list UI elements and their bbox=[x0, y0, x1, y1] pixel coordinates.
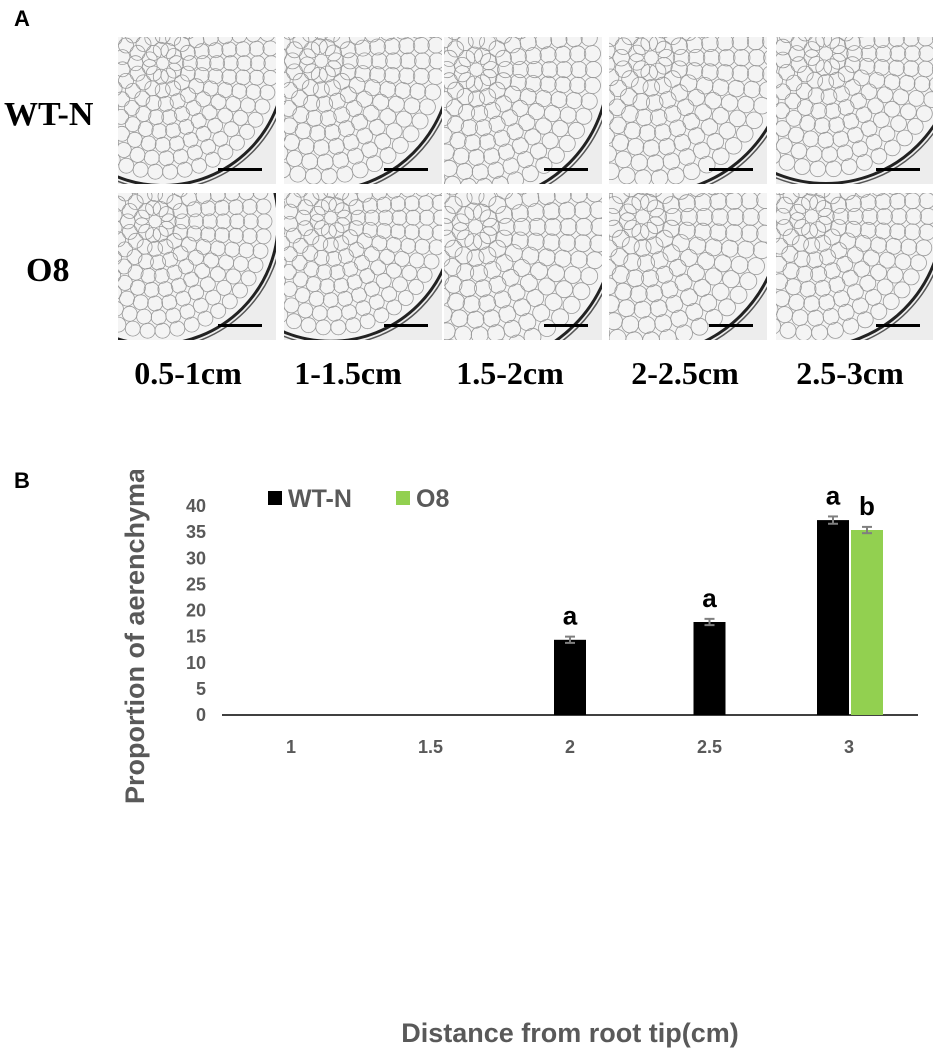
micrograph-r0-c2 bbox=[444, 37, 602, 184]
micrograph-r1-c2 bbox=[444, 193, 602, 340]
legend-label: WT-N bbox=[288, 485, 352, 513]
micrograph-r1-c3 bbox=[609, 193, 767, 340]
y-tick-label: 15 bbox=[186, 627, 206, 647]
significance-label: a bbox=[563, 601, 578, 631]
significance-label: a bbox=[702, 583, 717, 613]
y-axis-title: Proportion of aerenchyma(%) bbox=[120, 470, 150, 804]
y-tick-label: 30 bbox=[186, 548, 206, 568]
y-tick-label: 35 bbox=[186, 522, 206, 542]
column-label-0: 0.5-1cm bbox=[134, 355, 242, 391]
bar-wt-n-3 bbox=[817, 520, 849, 715]
legend-label: O8 bbox=[416, 485, 449, 513]
legend-swatch-o8 bbox=[396, 491, 410, 505]
panel-b-letter: B bbox=[14, 468, 30, 493]
y-tick-label: 10 bbox=[186, 653, 206, 673]
x-axis-title: Distance from root tip(cm) bbox=[401, 1018, 739, 1048]
bar-wt-n-2 bbox=[554, 639, 586, 715]
y-tick-label: 5 bbox=[196, 679, 206, 699]
micrograph-r1-c4 bbox=[776, 193, 933, 340]
row-label-wt-n: WT-N bbox=[4, 96, 94, 133]
column-label-2: 1.5-2cm bbox=[456, 355, 564, 391]
micrograph-r1-c1 bbox=[284, 193, 442, 340]
x-tick-label: 1.5 bbox=[418, 737, 443, 757]
column-label-1: 1-1.5cm bbox=[294, 355, 402, 391]
x-tick-label: 2.5 bbox=[697, 737, 722, 757]
micrograph-r1-c0 bbox=[118, 193, 276, 340]
micrograph-r0-c0 bbox=[118, 37, 276, 184]
y-tick-label: 25 bbox=[186, 574, 206, 594]
panel-a-letter: A bbox=[14, 6, 30, 31]
significance-label: b bbox=[859, 491, 875, 521]
micrograph-r0-c4 bbox=[776, 37, 933, 184]
bar-wt-n-2.5 bbox=[693, 622, 726, 715]
row-label-o8: O8 bbox=[26, 252, 70, 289]
micrograph-r0-c1 bbox=[284, 37, 442, 184]
x-tick-label: 1 bbox=[286, 737, 296, 757]
column-label-3: 2-2.5cm bbox=[631, 355, 739, 391]
y-tick-label: 0 bbox=[196, 705, 206, 725]
significance-label: a bbox=[826, 481, 841, 511]
bar-o8-3 bbox=[851, 530, 883, 715]
x-tick-label: 2 bbox=[565, 737, 575, 757]
column-label-4: 2.5-3cm bbox=[796, 355, 904, 391]
y-tick-label: 20 bbox=[186, 601, 206, 621]
x-tick-label: 3 bbox=[844, 737, 854, 757]
micrograph-r0-c3 bbox=[609, 37, 767, 184]
legend-swatch-wt-n bbox=[268, 491, 282, 505]
y-tick-label: 40 bbox=[186, 496, 206, 516]
